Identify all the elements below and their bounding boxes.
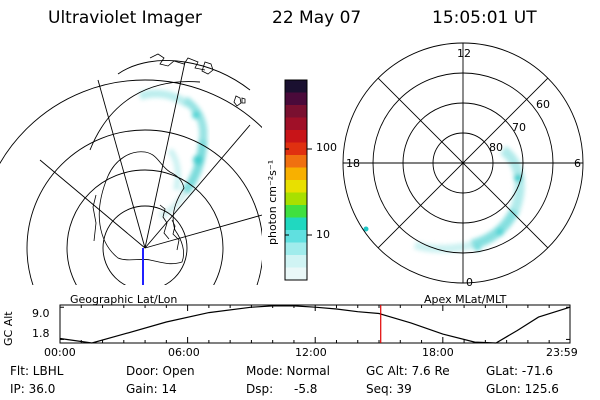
color-bar-swatch [285, 167, 307, 181]
orbit-x-ticks [59, 305, 571, 343]
orbit-xtick-1800: 18:00 [422, 346, 454, 359]
orbit-y-axis-label: GC Alt [2, 311, 15, 346]
color-bar-ticks [285, 148, 312, 236]
color-bar-swatch [285, 205, 307, 218]
mlt-label-12: 12 [457, 47, 471, 60]
color-bar-frame [284, 79, 308, 281]
color-bar-swatch [285, 117, 307, 131]
colorbar-tick-100: 100 [316, 141, 337, 154]
color-bar-swatch [285, 230, 307, 243]
color-bar-swatch [285, 92, 307, 106]
orbit-y-ticks [60, 306, 570, 340]
orbit-ytick-9: 9.0 [32, 307, 50, 320]
geo-coastline [92, 53, 246, 265]
status-glat: GLat: -71.6 [486, 364, 553, 378]
orbit-xtick-2359: 23:59 [546, 346, 578, 359]
color-bar-swatch [285, 255, 307, 268]
status-ip: IP: 36.0 [10, 382, 56, 396]
mlt-label-6: 6 [574, 157, 581, 170]
color-bar-swatch [285, 180, 307, 193]
status-gain: Gain: 14 [126, 382, 177, 396]
orbit-altitude-line [59, 305, 571, 344]
orbit-chart [59, 304, 571, 344]
status-glon: GLon: 125.6 [486, 382, 559, 396]
color-bar-swatch [285, 242, 307, 256]
color-bar-swatch [285, 142, 307, 156]
time-label: 15:05:01 UT [432, 8, 537, 28]
status-seq: Seq: 39 [366, 382, 412, 396]
status-filter: Flt: LBHL [10, 364, 64, 378]
mlat-label-80: 80 [489, 141, 503, 154]
geographic-caption: Geographic Lat/Lon [70, 293, 178, 306]
apex-aurora [413, 145, 525, 253]
color-bar-swatch [285, 217, 307, 231]
apex-caption: Apex MLat/MLT [424, 293, 507, 306]
status-mode: Mode: Normal [246, 364, 330, 378]
geographic-map [0, 53, 262, 285]
geo-aurora [138, 89, 208, 219]
colorbar-unit-label: photon cm⁻²s⁻¹ [266, 159, 279, 245]
color-bar-swatch [285, 80, 307, 93]
status-dsp-label: Dsp: [246, 382, 274, 396]
color-bar [285, 80, 307, 281]
date-label: 22 May 07 [272, 8, 362, 28]
mlt-label-0: 0 [466, 276, 473, 289]
instrument-title: Ultraviolet Imager [48, 8, 202, 28]
status-door: Door: Open [126, 364, 195, 378]
orbit-xtick-0000: 00:00 [44, 346, 76, 359]
color-bar-swatch [285, 105, 307, 118]
colorbar-tick-10: 10 [316, 228, 330, 241]
color-bar-swatch [285, 155, 307, 168]
status-dsp-value: -5.8 [294, 382, 318, 396]
orbit-xtick-0600: 06:00 [168, 346, 200, 359]
mlt-label-18: 18 [346, 157, 360, 170]
orbit-ytick-1-8: 1.8 [32, 327, 50, 340]
apex-dial [342, 42, 584, 284]
mlat-label-70: 70 [512, 121, 526, 134]
color-bar-swatch [285, 130, 307, 143]
orbit-xtick-1200: 12:00 [295, 346, 327, 359]
color-bar-swatch [285, 192, 307, 206]
apex-aurora-spot [363, 226, 369, 232]
apex-grid [342, 42, 584, 284]
status-gc-alt: GC Alt: 7.6 Re [366, 364, 450, 378]
color-bar-swatch [285, 267, 307, 281]
mlat-label-60: 60 [536, 98, 550, 111]
